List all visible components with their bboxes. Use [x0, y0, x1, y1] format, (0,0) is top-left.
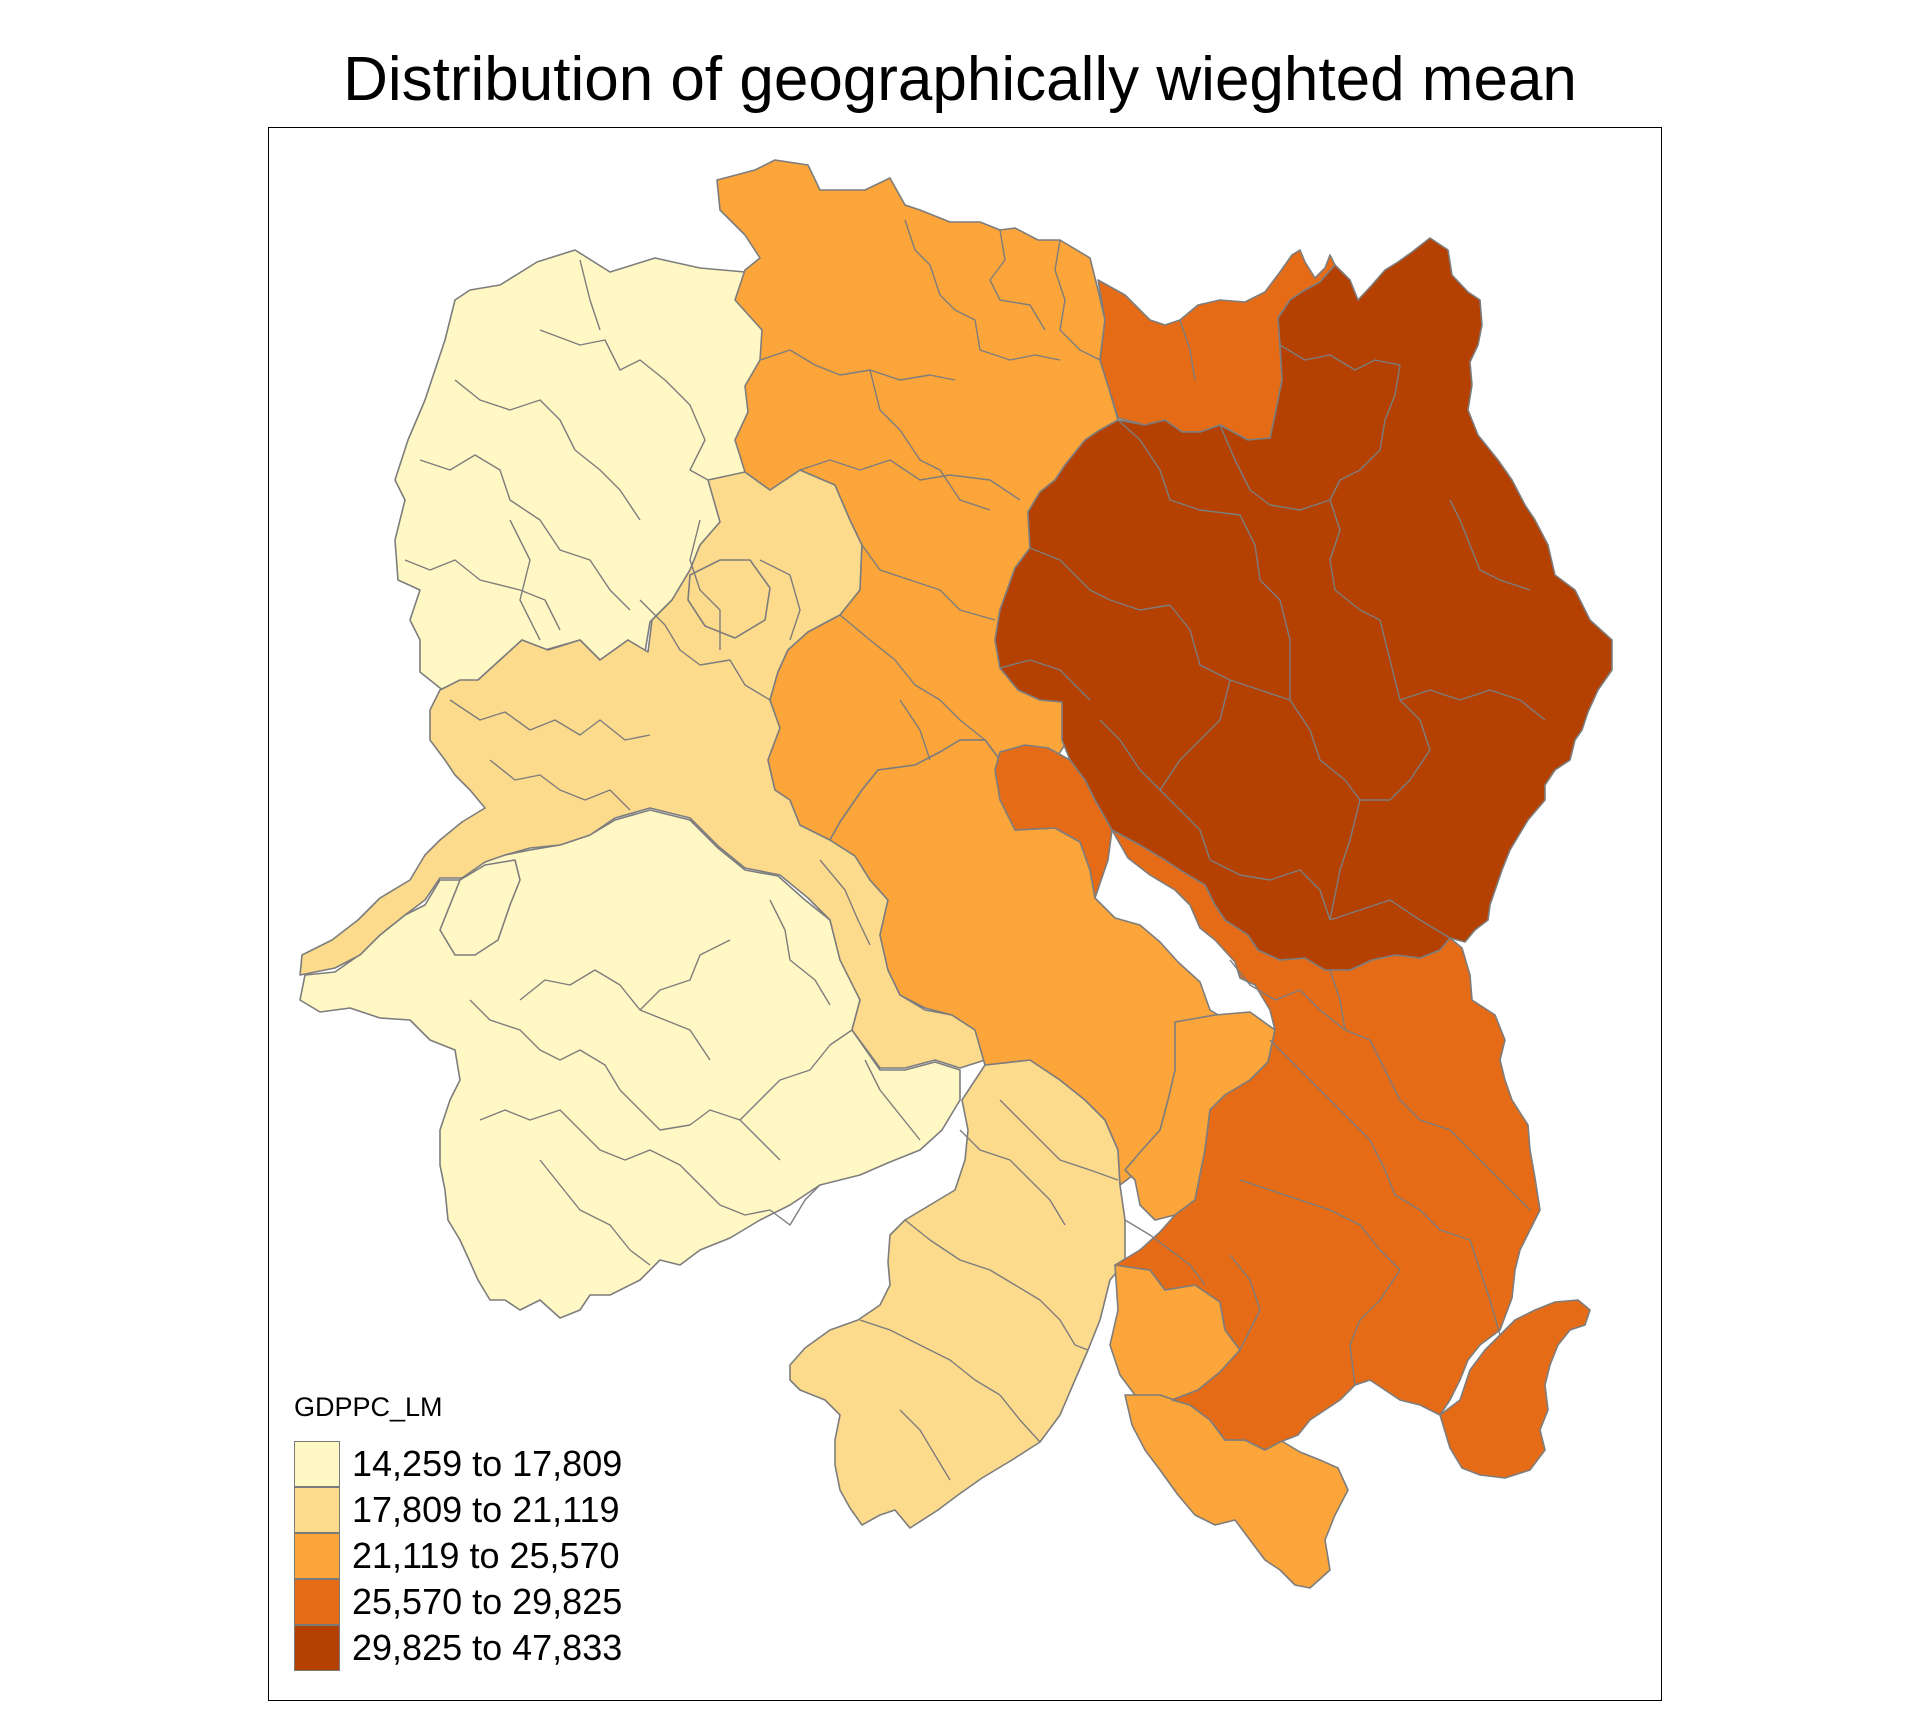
- legend-title: GDPPC_LM: [294, 1392, 443, 1422]
- legend-label: 14,259 to 17,809: [352, 1443, 623, 1484]
- region: [687, 559, 771, 639]
- legend-item: 25,570 to 29,825: [294, 1579, 622, 1625]
- legend-item: 29,825 to 47,833: [294, 1625, 622, 1671]
- region: [829, 739, 1286, 1186]
- class-5-regions: [994, 237, 1613, 971]
- legend-classes: 14,259 to 17,809 17,809 to 21,119 21,119…: [294, 1441, 622, 1671]
- legend-swatch: [294, 1579, 340, 1625]
- legend-swatch: [294, 1625, 340, 1671]
- legend-label: 17,809 to 21,119: [352, 1489, 620, 1530]
- legend-item: 17,809 to 21,119: [294, 1487, 622, 1533]
- region: [1439, 1299, 1591, 1479]
- legend-label: 25,570 to 29,825: [352, 1581, 623, 1622]
- legend-item: 21,119 to 25,570: [294, 1533, 622, 1579]
- legend-label: 21,119 to 25,570: [352, 1535, 620, 1576]
- legend-swatch: [294, 1487, 340, 1533]
- legend-swatch: [294, 1533, 340, 1579]
- class-1-regions: [299, 249, 961, 1319]
- map-frame: [268, 127, 1662, 1701]
- region: [994, 744, 1113, 899]
- class-3-regions: [716, 159, 1349, 1589]
- region: [994, 237, 1613, 971]
- legend-item: 14,259 to 17,809: [294, 1441, 622, 1487]
- legend-label: 29,825 to 47,833: [352, 1627, 623, 1668]
- district-boundaries: [404, 219, 1546, 1481]
- class-4-regions: [994, 249, 1591, 1479]
- map-legend: GDPPC_LM 14,259 to 17,809 17,809 to 21,1…: [294, 1392, 622, 1671]
- region: [439, 859, 521, 956]
- region: [789, 1059, 1126, 1529]
- legend-swatch: [294, 1441, 340, 1487]
- map-title: Distribution of geographically wieghted …: [343, 45, 1577, 114]
